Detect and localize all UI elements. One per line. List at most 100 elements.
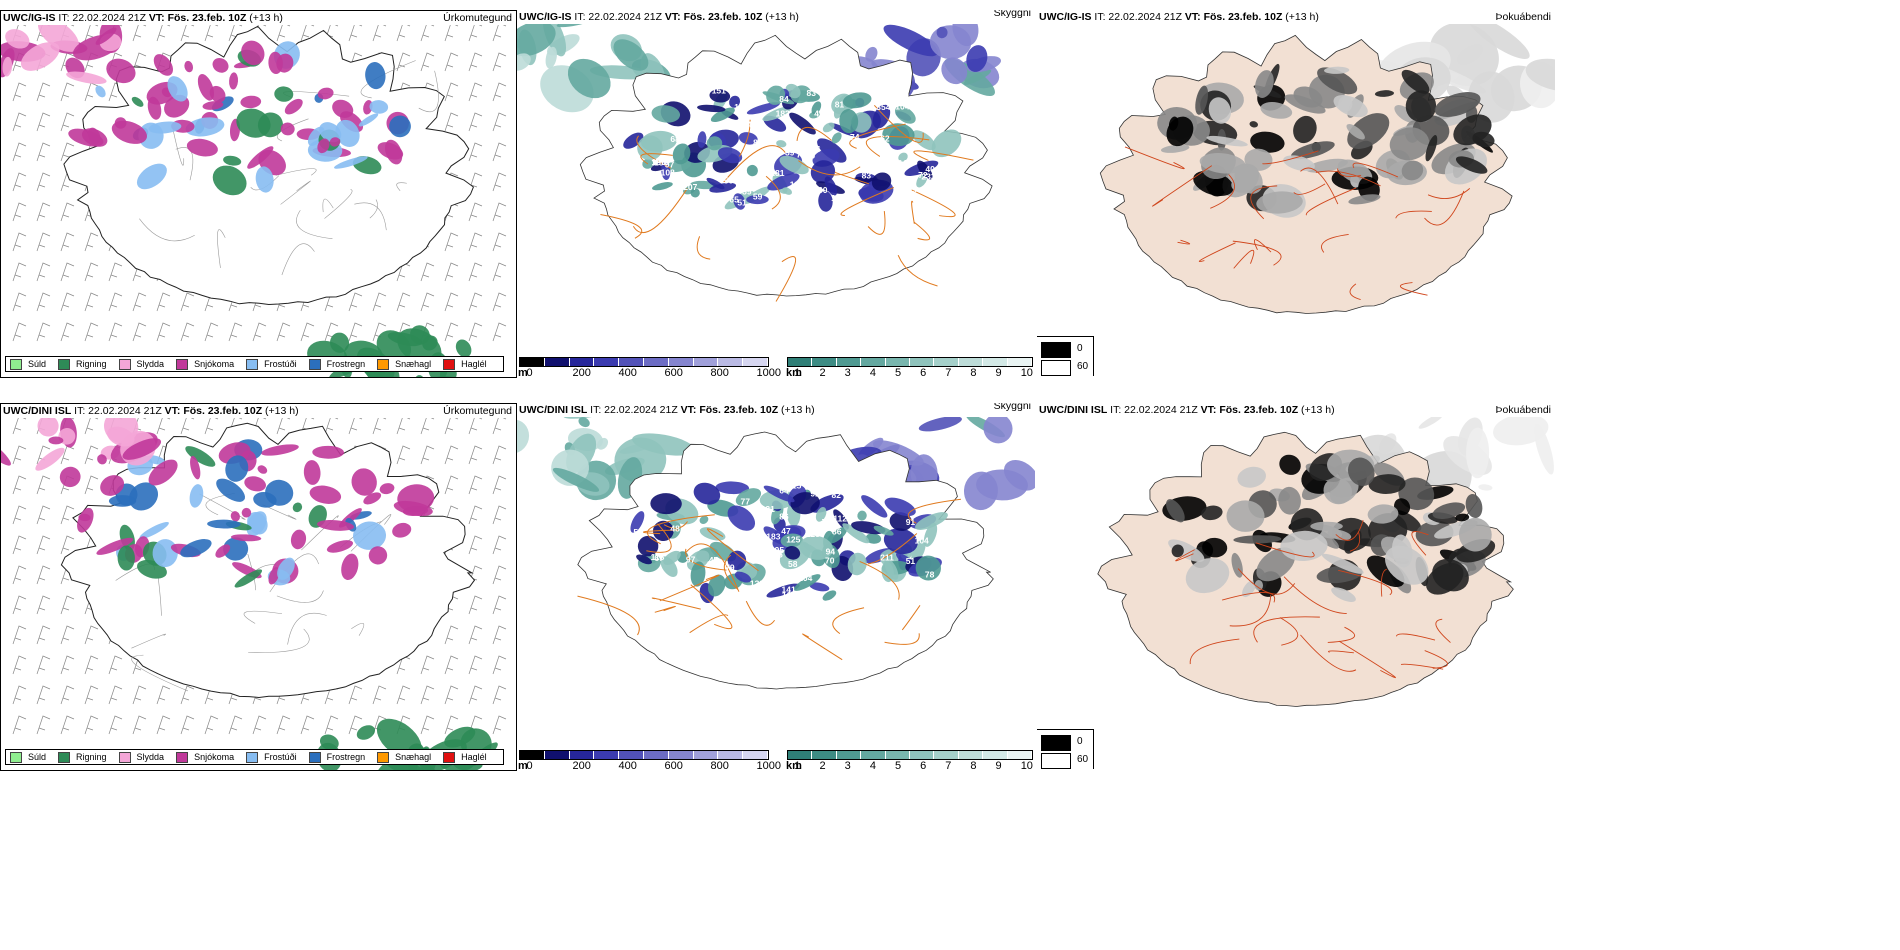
wind-barb (108, 655, 123, 675)
undefined (1331, 587, 1356, 602)
undefined (1467, 24, 1530, 60)
cloud-panel-row2: UWC/DINI ISL IT: 22.02.2024 21Z VT: Fös.… (517, 403, 1035, 769)
colorbar-step (544, 358, 570, 366)
wind-barb (180, 715, 195, 735)
undefined (1242, 580, 1257, 598)
wind-barb (372, 25, 387, 42)
colorbar-tick: 3 (844, 760, 851, 769)
ceiling-label: 118 (651, 552, 665, 562)
undefined (358, 113, 379, 127)
undefined (1466, 427, 1490, 479)
undefined (117, 545, 135, 571)
road-line (689, 614, 729, 634)
road-line (280, 180, 311, 205)
undefined (715, 481, 750, 495)
wind-barb (300, 715, 315, 735)
wind-barb (132, 52, 147, 72)
undefined (397, 484, 435, 513)
ceiling-label: 47 (781, 526, 791, 536)
ceiling-label: 51 (906, 556, 916, 566)
colorbar-step (958, 358, 984, 366)
undefined (1478, 484, 1493, 491)
fog-legend: 0 60 (1037, 336, 1094, 376)
legend-label: Haglél (461, 359, 487, 369)
wind-barb (156, 322, 171, 342)
colorbar-step (1007, 358, 1033, 366)
undefined (699, 515, 709, 524)
undefined (244, 476, 266, 492)
legend-swatch (377, 751, 390, 763)
undefined (37, 418, 59, 437)
colorbar-unit: km (786, 367, 802, 376)
wind-barb (492, 685, 507, 705)
undefined (369, 100, 389, 114)
undefined (613, 39, 649, 71)
colorbar-tick: 0 (526, 760, 533, 769)
colorbar-step (885, 751, 911, 759)
wind-barb (444, 715, 459, 735)
ceiling-label: 74 (850, 132, 860, 142)
wind-barb (420, 445, 435, 465)
colorbar-step (594, 358, 620, 366)
undefined (1255, 70, 1274, 98)
wind-barb (180, 322, 195, 342)
undefined (1432, 558, 1469, 592)
undefined (189, 484, 204, 508)
undefined (517, 419, 530, 454)
road-line (859, 560, 900, 600)
colorbar-step (885, 358, 911, 366)
undefined (1324, 66, 1350, 74)
wind-barb (12, 418, 27, 435)
undefined (842, 523, 870, 544)
wind-barb (444, 655, 459, 675)
undefined (1338, 96, 1353, 113)
legend-label: Haglél (461, 752, 487, 762)
road-line (1279, 617, 1299, 646)
ceiling-label: 100 (801, 150, 815, 160)
wind-barb (108, 715, 123, 735)
fog-legend-swatch-60 (1041, 360, 1071, 376)
ceiling-label: 58 (760, 555, 770, 565)
road-line (654, 605, 676, 613)
road-line (1395, 210, 1432, 219)
road-line (360, 60, 416, 99)
undefined (1166, 116, 1194, 147)
wind-barb (420, 655, 435, 675)
colorbar-tick: 200 (572, 367, 591, 376)
undefined (923, 522, 938, 547)
undefined (1305, 158, 1348, 173)
colorbar-step (520, 358, 545, 366)
wind-barb (372, 292, 387, 312)
wind-barb (276, 715, 291, 735)
ceiling-label: 150 (809, 596, 823, 606)
road-line (276, 590, 324, 603)
wind-barb (276, 322, 291, 342)
road-line (1338, 569, 1393, 596)
wind-barb (84, 292, 99, 312)
undefined (1206, 135, 1248, 147)
ceiling-label: 97 (665, 160, 675, 170)
wind-barb (492, 262, 507, 282)
undefined (824, 176, 838, 196)
undefined (1394, 498, 1411, 516)
undefined (690, 188, 700, 198)
ceiling-label: 117 (709, 199, 723, 209)
ceiling-label: 67 (654, 553, 664, 563)
undefined (1465, 494, 1483, 519)
ceiling-label: 86 (811, 144, 821, 154)
colorbar-step (718, 358, 744, 366)
wind-barb (468, 112, 483, 132)
undefined (1367, 504, 1399, 524)
legend-label: Slydda (136, 752, 165, 762)
wind-barb (12, 595, 27, 615)
road-line (1222, 592, 1276, 603)
ceiling-colorbar: m 0 200 400 600 800 1000 (518, 750, 781, 769)
undefined (710, 107, 735, 123)
undefined (784, 546, 801, 560)
ceiling-label: 181 (770, 168, 784, 178)
panel-header: UWC/DINI ISL IT: 22.02.2024 21Z VT: Fös.… (1039, 403, 1553, 417)
wind-barb (492, 655, 507, 675)
undefined (1231, 177, 1253, 193)
road-line (1262, 150, 1319, 165)
undefined (735, 488, 762, 507)
